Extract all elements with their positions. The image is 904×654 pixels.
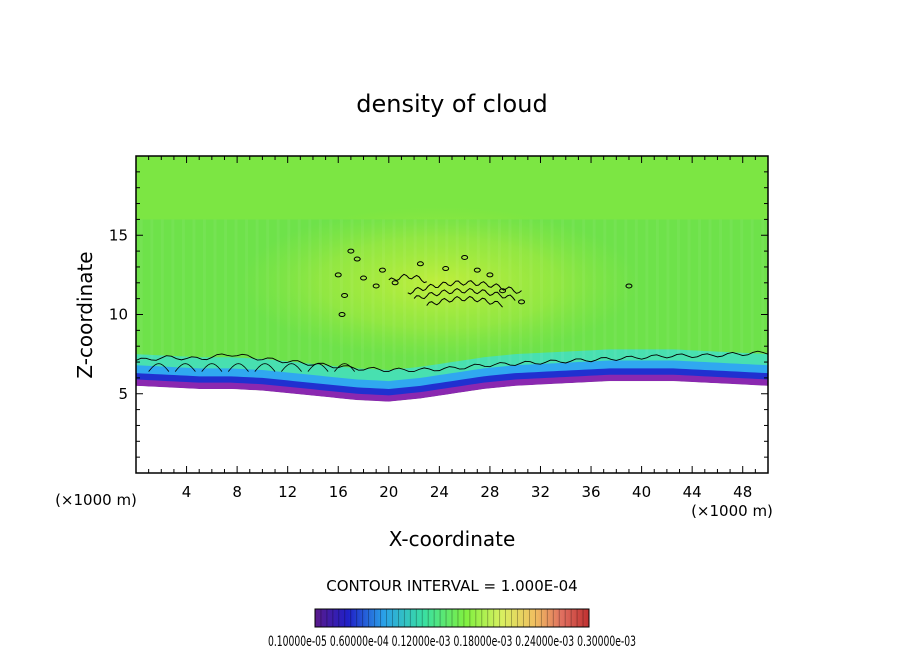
contour-blob-4: [372, 283, 380, 289]
x-tick-label: 32: [531, 483, 550, 501]
x-tick-label: 12: [278, 483, 297, 501]
x-tick-label: 4: [182, 483, 192, 501]
contour-low-5: [281, 363, 302, 372]
contour-low-1: [174, 363, 196, 372]
colorbar-stripes: [320, 609, 584, 627]
y-tick-label: 10: [109, 306, 128, 324]
contour-blob-10: [473, 267, 481, 273]
x-tick-label: 44: [683, 483, 702, 501]
contour-blob-8: [442, 266, 450, 272]
dense-core: [240, 206, 639, 359]
contour-blob-12: [499, 288, 507, 294]
contour-blob-3: [360, 275, 368, 281]
contour-blob-1: [341, 292, 349, 298]
x-tick-label: 48: [733, 483, 752, 501]
contour-low-6: [307, 363, 329, 372]
contour-interval-text: CONTOUR INTERVAL = 1.000E-04: [326, 577, 577, 595]
chart-title: density of cloud: [356, 90, 547, 118]
x-tick-label: 16: [329, 483, 348, 501]
contour-blob-11: [486, 272, 494, 278]
x-tick-label: 36: [581, 483, 600, 501]
x-axis-ticks: 4 8 12 16 20 24 28 32 36 40 44 48: [148, 156, 756, 501]
contour-low-0: [148, 363, 170, 372]
contour-blob-2: [353, 256, 361, 262]
contour-core-0: [407, 280, 522, 295]
contour-core-2: [426, 295, 503, 308]
x-axis-label: X-coordinate: [389, 527, 516, 551]
x-tick-label: 24: [430, 483, 449, 501]
y-tick-label: 5: [118, 385, 128, 403]
x-tick-label: 20: [379, 483, 398, 501]
contour-low-7: [334, 363, 355, 372]
y-tick-label: 15: [109, 226, 128, 244]
contour-blob-6: [391, 280, 399, 286]
contour-blob-5: [378, 267, 386, 273]
contour-blob-0: [334, 272, 342, 278]
contour-blob-15: [625, 283, 633, 289]
x-unit-label-right: (×1000 m): [691, 502, 773, 520]
colorbar-labels: 0.10000e-05 0.60000e-04 0.12000e-03 0.18…: [268, 634, 636, 650]
contour-low-4: [254, 363, 276, 372]
contour-low-3: [227, 363, 249, 372]
contour-blob-13: [518, 299, 526, 305]
edge-band-purple: [136, 374, 768, 402]
x-tick-label: 40: [632, 483, 651, 501]
contour-blob-16: [347, 248, 355, 254]
x-unit-label-left: (×1000 m): [55, 491, 137, 509]
contour-core-3: [388, 273, 427, 284]
contour-cloud-base: [136, 350, 768, 373]
contour-core-1: [413, 287, 516, 301]
contour-low-2: [201, 363, 223, 372]
y-axis-ticks: 5 10 15: [109, 171, 768, 458]
x-tick-label: 8: [232, 483, 242, 501]
y-axis-label: Z-coordinate: [73, 251, 97, 378]
density-field: [136, 156, 768, 473]
contour-blob-14: [338, 312, 346, 317]
density-contours: [136, 248, 768, 373]
contour-blob-9: [461, 254, 469, 260]
clear-air: [136, 381, 768, 473]
edge-band-cyan: [136, 360, 768, 391]
colorbar: [314, 608, 590, 628]
contour-blob-7: [416, 261, 424, 267]
x-tick-label: 28: [480, 483, 499, 501]
